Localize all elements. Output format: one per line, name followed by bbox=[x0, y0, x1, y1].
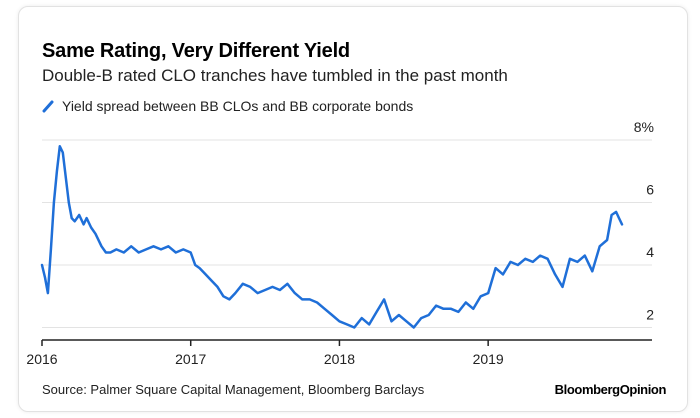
x-tick-label: 2016 bbox=[26, 351, 57, 367]
brand-part2: Opinion bbox=[619, 382, 667, 397]
y-tick-label: 6 bbox=[646, 182, 654, 198]
chart-card bbox=[18, 6, 688, 412]
series-line-0 bbox=[40, 145, 624, 329]
x-tick-label: 2018 bbox=[324, 351, 355, 367]
y-tick-label: 8% bbox=[634, 119, 654, 135]
legend-label: Yield spread between BB CLOs and BB corp… bbox=[62, 98, 414, 114]
brand-part1: Bloomberg bbox=[554, 382, 620, 397]
y-tick-label: 2 bbox=[646, 307, 654, 323]
brand-logo: BloombergOpinion bbox=[554, 382, 667, 397]
source-note: Source: Palmer Square Capital Management… bbox=[42, 382, 425, 397]
chart-subtitle: Double-B rated CLO tranches have tumbled… bbox=[42, 66, 508, 85]
x-tick-label: 2017 bbox=[175, 351, 206, 367]
chart-title: Same Rating, Very Different Yield bbox=[42, 40, 350, 62]
legend-line-icon bbox=[42, 100, 54, 113]
y-tick-label: 4 bbox=[646, 244, 654, 260]
x-tick-label: 2019 bbox=[473, 351, 504, 367]
chart-legend: Yield spread between BB CLOs and BB corp… bbox=[42, 98, 413, 114]
